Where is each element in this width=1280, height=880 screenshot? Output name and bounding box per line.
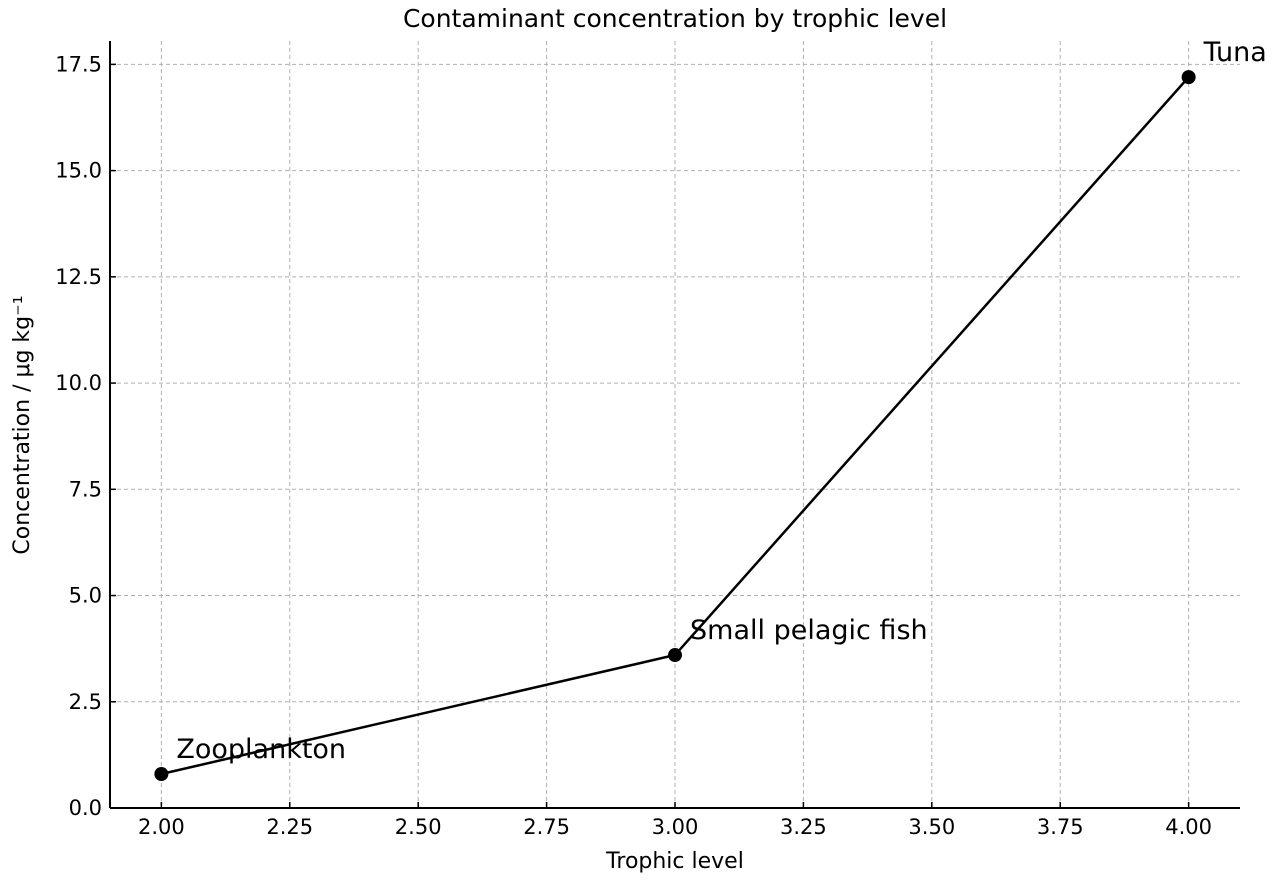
series-layer bbox=[154, 70, 1196, 782]
x-tick-label-5: 3.25 bbox=[780, 815, 827, 839]
x-tick-label-8: 4.00 bbox=[1165, 815, 1212, 839]
x-tick-label-1: 2.25 bbox=[266, 815, 313, 839]
data-point-2 bbox=[1181, 70, 1196, 85]
x-tick-label-2: 2.50 bbox=[395, 815, 442, 839]
x-tick-label-7: 3.75 bbox=[1037, 815, 1084, 839]
y-tick-label-1: 2.5 bbox=[69, 690, 102, 714]
x-tick-label-6: 3.50 bbox=[908, 815, 955, 839]
y-tick-label-2: 5.0 bbox=[69, 584, 102, 608]
x-tick-label-3: 2.75 bbox=[523, 815, 570, 839]
grid-layer bbox=[110, 41, 1240, 809]
chart-title: Contaminant concentration by trophic lev… bbox=[403, 4, 947, 33]
labels-layer: Zooplankton Small pelagic fish Tuna bbox=[176, 37, 1266, 765]
y-axis-label: Concentration / μg kg⁻¹ bbox=[10, 295, 35, 554]
x-tick-label-0: 2.00 bbox=[138, 815, 185, 839]
y-tick-label-5: 12.5 bbox=[55, 265, 102, 289]
point-label-2: Tuna bbox=[1203, 37, 1267, 68]
point-label-0: Zooplankton bbox=[176, 734, 346, 765]
y-tick-label-4: 10.0 bbox=[55, 371, 102, 395]
y-tick-label-3: 7.5 bbox=[69, 477, 102, 501]
y-tick-label-0: 0.0 bbox=[69, 796, 102, 820]
x-axis-label: Trophic level bbox=[605, 849, 744, 874]
point-label-1: Small pelagic fish bbox=[690, 615, 928, 646]
y-tick-label-6: 15.0 bbox=[55, 159, 102, 183]
ticks-layer: 2.00 2.25 2.50 2.75 3.00 3.25 3.50 3.75 4.00 0.0 2… bbox=[55, 52, 1212, 839]
data-point-0 bbox=[154, 767, 169, 782]
data-point-1 bbox=[668, 648, 682, 663]
y-tick-label-7: 17.5 bbox=[55, 52, 102, 76]
x-tick-label-4: 3.00 bbox=[652, 815, 699, 839]
